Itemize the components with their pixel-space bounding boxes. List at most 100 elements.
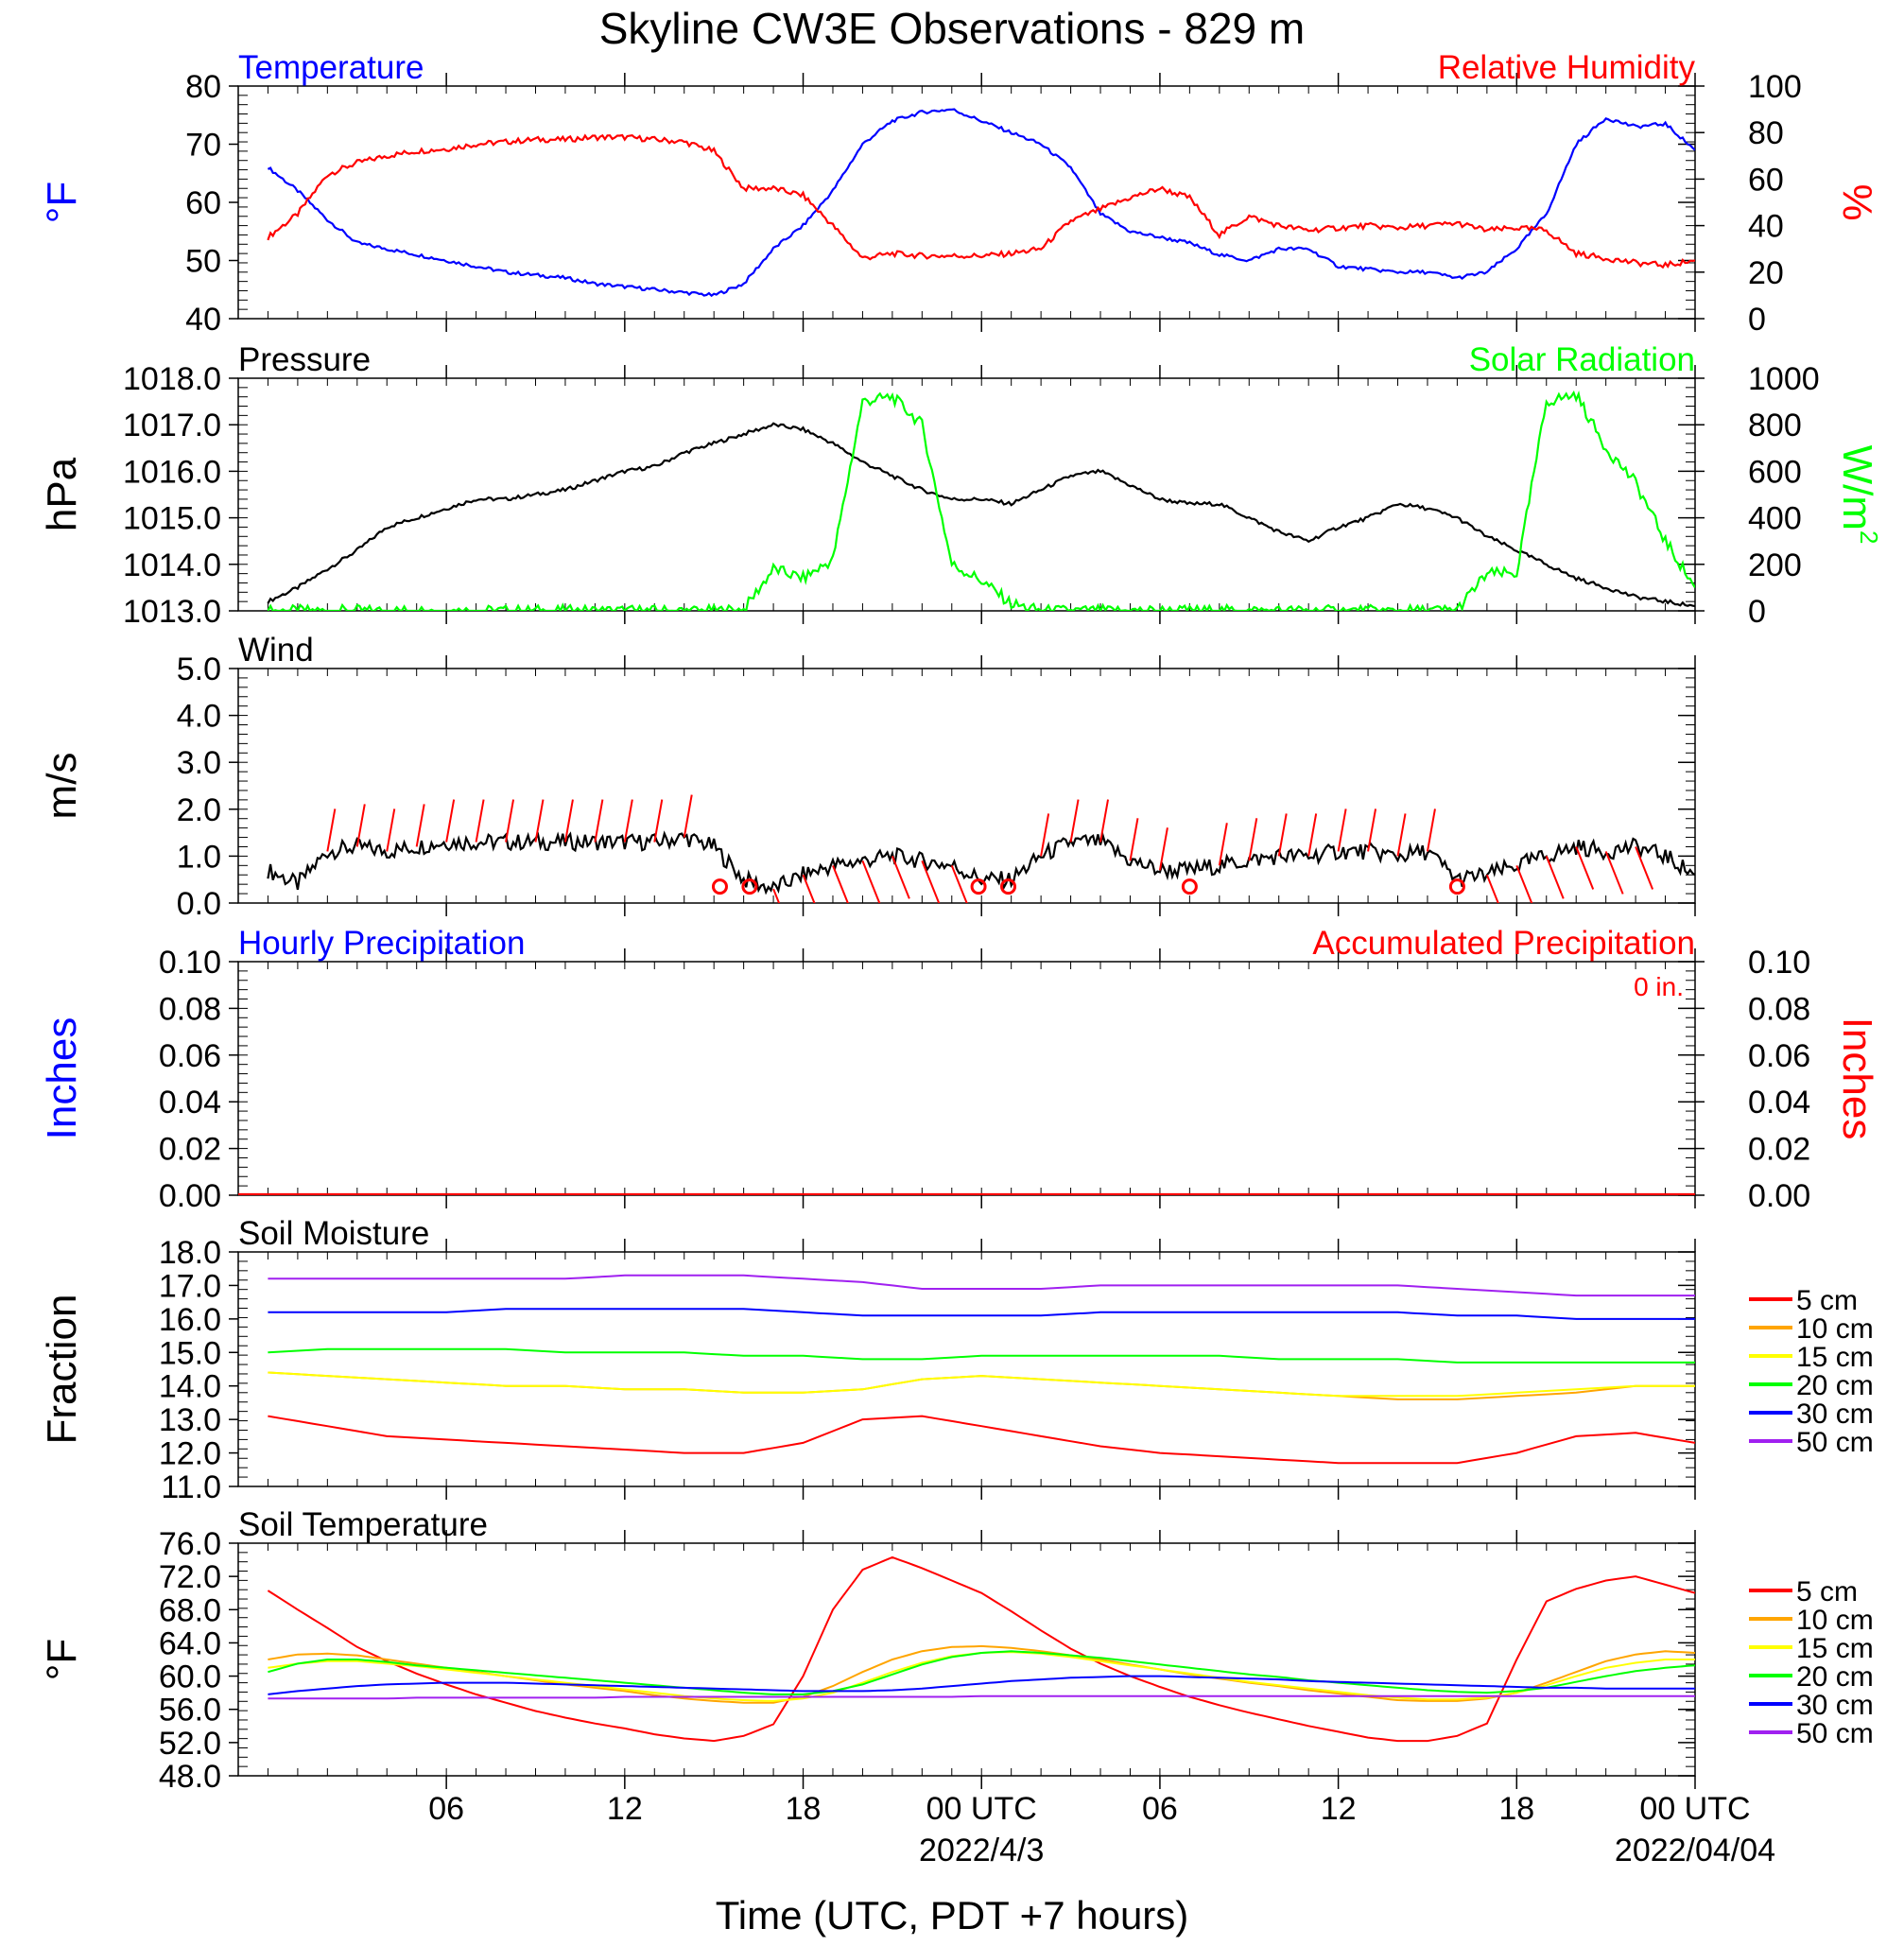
y-tick-label: 0.08 bbox=[159, 991, 221, 1027]
y-right-tick-label: 0.10 bbox=[1748, 945, 1810, 981]
y-tick-label: 1014.0 bbox=[123, 547, 221, 583]
panel-title-right: Relative Humidity bbox=[1438, 49, 1696, 86]
y-tick-label: 1013.0 bbox=[123, 594, 221, 630]
y-tick-label: 18.0 bbox=[159, 1235, 221, 1271]
wind-barb bbox=[1426, 808, 1436, 852]
x-tick-label: 00 UTC bbox=[926, 1791, 1037, 1827]
series-line-relative-humidity bbox=[267, 133, 1695, 269]
panel-title-right: Solar Radiation bbox=[1469, 341, 1695, 378]
wind-barb bbox=[861, 860, 881, 903]
y-tick-label: 1016.0 bbox=[123, 454, 221, 490]
wind-barb bbox=[683, 794, 693, 838]
y-axis-label-right: % bbox=[1834, 183, 1880, 220]
y-tick-label: 60 bbox=[185, 185, 221, 221]
panel-title-left: Soil Temperature bbox=[238, 1506, 488, 1543]
series-line-pressure bbox=[267, 422, 1695, 608]
panel-4: 0.00 0.02 0.04 0.06 0.08 0.10 0.00 0.02 0.04 0.06… bbox=[39, 925, 1880, 1214]
wind-barb bbox=[386, 808, 396, 852]
wind-barb bbox=[445, 799, 456, 843]
wind-barb bbox=[1575, 846, 1595, 890]
y-tick-label: 56.0 bbox=[159, 1693, 221, 1729]
wind-barb bbox=[534, 799, 545, 843]
y-tick-label: 2.0 bbox=[177, 792, 221, 828]
y-right-tick-label: 0 bbox=[1748, 594, 1766, 630]
y-right-tick-label: 100 bbox=[1748, 69, 1802, 105]
wind-barb bbox=[475, 799, 485, 843]
wind-barb bbox=[653, 799, 664, 843]
y-tick-label: 0.04 bbox=[159, 1085, 221, 1121]
y-right-tick-label: 200 bbox=[1748, 547, 1802, 583]
y-tick-label: 48.0 bbox=[159, 1759, 221, 1795]
y-tick-label: 76.0 bbox=[159, 1526, 221, 1562]
y-axis-label: °F bbox=[39, 1639, 85, 1680]
y-tick-label: 1017.0 bbox=[123, 408, 221, 443]
accumulated-annotation: 0 in. bbox=[1634, 972, 1684, 1001]
y-tick-label: 72.0 bbox=[159, 1559, 221, 1595]
wind-barb bbox=[623, 799, 633, 843]
series-line-30-cm bbox=[268, 1308, 1695, 1320]
y-tick-label: 80 bbox=[185, 69, 221, 105]
wind-barb bbox=[1545, 856, 1565, 899]
y-tick-label: 1015.0 bbox=[123, 501, 221, 537]
wind-barb bbox=[921, 860, 941, 903]
wind-barb bbox=[1129, 818, 1139, 861]
legend-label: 30 cm bbox=[1796, 1399, 1874, 1430]
wind-barb bbox=[891, 856, 910, 899]
wind-barb bbox=[1307, 813, 1318, 857]
panel-title-left: Pressure bbox=[238, 341, 371, 378]
series-line-temperature bbox=[267, 108, 1695, 298]
calm-wind-marker bbox=[970, 878, 987, 895]
y-tick-label: 14.0 bbox=[159, 1369, 221, 1405]
wind-barb bbox=[1069, 799, 1080, 843]
y-tick-label: 50 bbox=[185, 244, 221, 280]
x-axis-label: Time (UTC, PDT +7 hours) bbox=[716, 1893, 1189, 1937]
x-tick-label: 12 bbox=[607, 1791, 643, 1827]
y-axis-label-right-sup: 2 bbox=[1855, 530, 1883, 544]
wind-barb bbox=[1604, 851, 1624, 895]
y-tick-label: 1.0 bbox=[177, 839, 221, 875]
x-tick-label: 00 UTC bbox=[1639, 1791, 1750, 1827]
y-tick-label: 1018.0 bbox=[123, 361, 221, 397]
y-axis-label: Fraction bbox=[39, 1294, 85, 1445]
y-axis-label: m/s bbox=[39, 753, 85, 820]
y-right-tick-label: 80 bbox=[1748, 115, 1784, 151]
wind-barb bbox=[1218, 823, 1228, 866]
plot-frame bbox=[237, 85, 1696, 320]
y-tick-label: 40 bbox=[185, 302, 221, 338]
series-line-50-cm bbox=[268, 1274, 1695, 1297]
legend-label: 50 cm bbox=[1796, 1427, 1874, 1458]
legend-label: 15 cm bbox=[1796, 1342, 1874, 1373]
legend-label: 20 cm bbox=[1796, 1370, 1874, 1401]
series-line-50-cm bbox=[268, 1694, 1695, 1700]
y-tick-label: 0.00 bbox=[159, 1178, 221, 1214]
wind-barb bbox=[772, 888, 781, 903]
y-tick-label: 17.0 bbox=[159, 1268, 221, 1304]
y-right-tick-label: 400 bbox=[1748, 501, 1802, 537]
plot-frame bbox=[237, 668, 1696, 904]
wind-barb bbox=[326, 808, 337, 852]
y-tick-label: 4.0 bbox=[177, 699, 221, 735]
series-line-20-cm bbox=[268, 1650, 1695, 1695]
panel-title-left: Soil Moisture bbox=[238, 1215, 429, 1252]
panel-title-left: Hourly Precipitation bbox=[238, 925, 525, 962]
y-right-tick-label: 0.08 bbox=[1748, 991, 1810, 1027]
series-line-20-cm bbox=[268, 1347, 1695, 1364]
wind-barb bbox=[1485, 874, 1499, 903]
series-line-solar-radiation bbox=[267, 390, 1695, 611]
wind-barb bbox=[1337, 808, 1347, 852]
calm-wind-marker bbox=[1181, 878, 1198, 895]
plot-frame bbox=[237, 377, 1696, 612]
y-tick-label: 70 bbox=[185, 128, 221, 164]
wind-barb bbox=[950, 864, 968, 903]
wind-barb bbox=[505, 799, 515, 843]
series-line-5-cm bbox=[268, 1415, 1695, 1465]
y-tick-label: 11.0 bbox=[161, 1469, 221, 1505]
x-tick-label: 06 bbox=[428, 1791, 464, 1827]
wind-barb bbox=[1158, 827, 1168, 871]
panel-6: 48.052.056.060.064.068.072.076.0 Soil Tem… bbox=[39, 1506, 1874, 1795]
y-tick-label: 60.0 bbox=[159, 1659, 221, 1695]
panel-title-left: Wind bbox=[238, 632, 314, 669]
calm-wind-marker bbox=[1000, 878, 1017, 895]
panel-title-left: Temperature bbox=[238, 49, 424, 86]
